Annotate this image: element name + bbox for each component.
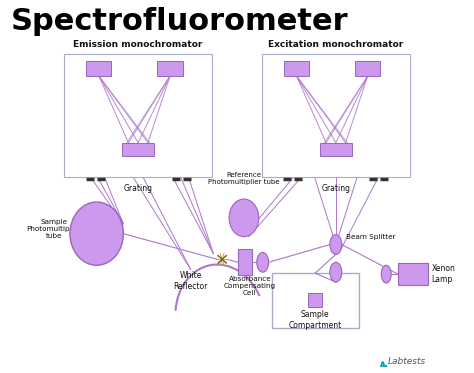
Text: Reference
Photomultiplier tube: Reference Photomultiplier tube — [208, 172, 280, 185]
Text: Spectrofluorometer: Spectrofluorometer — [11, 7, 348, 36]
Text: Xenon
Lamp: Xenon Lamp — [432, 264, 456, 284]
Text: Grating: Grating — [321, 184, 350, 193]
Bar — [284, 61, 309, 76]
Bar — [319, 143, 352, 156]
Ellipse shape — [70, 202, 123, 265]
Text: Grating: Grating — [124, 184, 153, 193]
Text: Sample
Photomultiplier
tube: Sample Photomultiplier tube — [27, 219, 82, 239]
Ellipse shape — [257, 253, 269, 272]
Text: Sample
Compartment: Sample Compartment — [289, 310, 342, 330]
Text: Emission monochromator: Emission monochromator — [73, 40, 203, 49]
Bar — [238, 250, 252, 275]
Bar — [398, 263, 428, 285]
Bar — [262, 54, 410, 177]
Ellipse shape — [330, 262, 342, 282]
Bar — [86, 61, 111, 76]
Bar — [64, 54, 212, 177]
Text: Beam Splitter: Beam Splitter — [346, 233, 395, 239]
Bar — [122, 143, 155, 156]
Text: White
Reflector: White Reflector — [173, 271, 208, 291]
Ellipse shape — [330, 235, 342, 254]
Bar — [308, 294, 322, 307]
Text: Labtests: Labtests — [388, 357, 427, 366]
Text: Excitation monochromator: Excitation monochromator — [268, 40, 403, 49]
Bar — [157, 61, 182, 76]
Bar — [355, 61, 380, 76]
Bar — [272, 273, 358, 327]
Ellipse shape — [381, 265, 391, 283]
Ellipse shape — [229, 199, 259, 236]
Text: Absorbance
Compensating
Cell: Absorbance Compensating Cell — [224, 276, 276, 296]
